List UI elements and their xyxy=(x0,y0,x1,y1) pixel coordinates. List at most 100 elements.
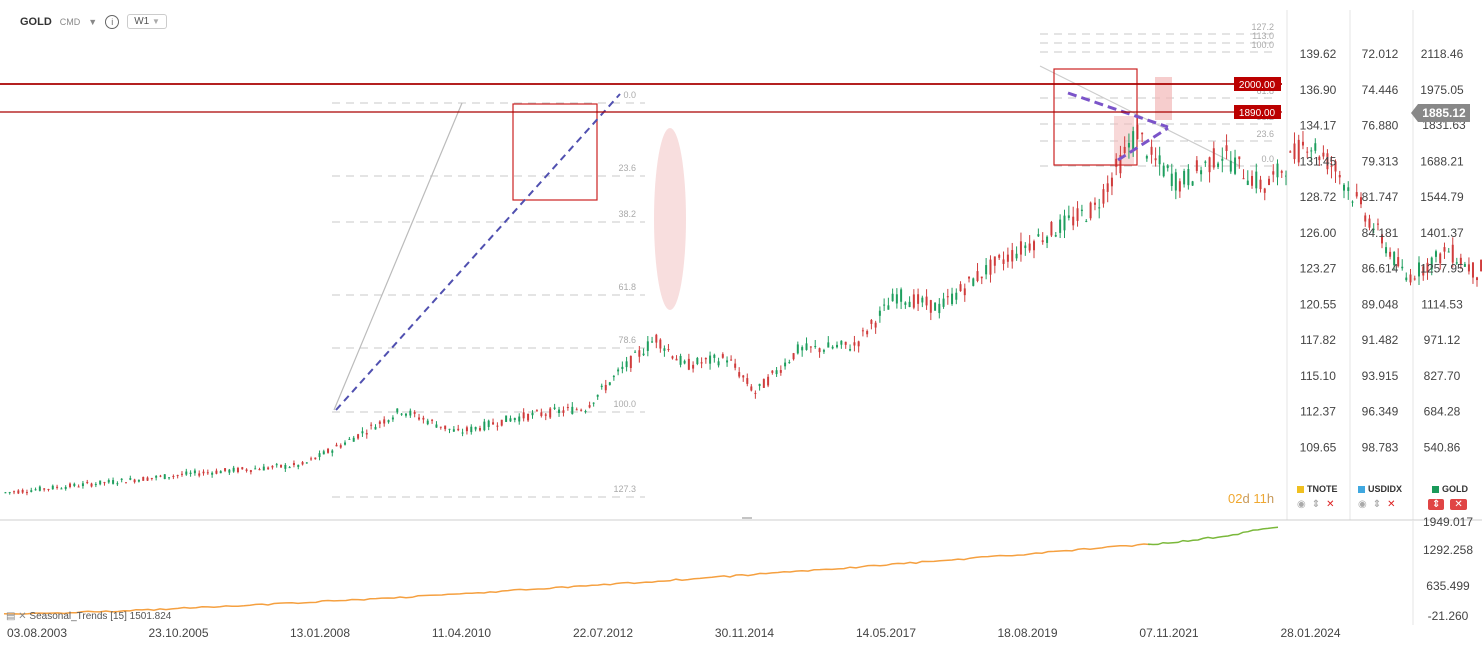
axis-tick-label: 1401.37 xyxy=(1420,226,1464,240)
candle-body xyxy=(505,415,508,422)
candle-body xyxy=(861,330,864,332)
candle-body xyxy=(527,413,530,421)
candle-body xyxy=(596,394,599,397)
candle-body xyxy=(249,470,252,473)
candle-body xyxy=(835,344,838,348)
fib-level-label: 23.6 xyxy=(618,163,636,173)
legend-usdidx[interactable]: USDIDX ◉ ⇕ ✕ xyxy=(1358,484,1402,510)
horizontal-levels[interactable]: 2000.00 1890.00 xyxy=(0,77,1282,119)
candle-body xyxy=(1480,259,1482,272)
axis-tick-label: 76.880 xyxy=(1362,119,1399,133)
candle-body xyxy=(73,483,76,486)
timeframe-select[interactable]: W1 ▼ xyxy=(127,14,167,29)
candle-body xyxy=(629,355,632,368)
candle-body xyxy=(540,412,543,416)
candle-body xyxy=(1426,262,1429,273)
candle-body xyxy=(1409,274,1412,283)
candle-body xyxy=(1127,142,1130,148)
candle-body xyxy=(549,408,552,418)
candle-body xyxy=(1246,180,1249,186)
candle-body xyxy=(671,356,674,359)
highlight-ellipse[interactable] xyxy=(654,128,686,310)
candle-body xyxy=(908,301,911,308)
candle-body xyxy=(929,300,932,313)
eye-icon[interactable]: ◉ xyxy=(1358,499,1367,510)
candle-body xyxy=(1251,175,1254,186)
candle-body xyxy=(946,296,949,298)
candle-body xyxy=(339,445,342,448)
candle-body xyxy=(288,467,291,469)
fib-anchor-line[interactable] xyxy=(333,102,463,411)
triangle-upper[interactable] xyxy=(1067,91,1169,129)
candle-body xyxy=(478,428,481,431)
fib-retracement-left[interactable]: 0.0 23.6 38.2 61.8 78.6 100.0 127.3 xyxy=(332,90,645,498)
candle-body xyxy=(1054,235,1057,237)
candle-body xyxy=(413,411,416,414)
candle-body xyxy=(245,469,248,471)
candle-body xyxy=(849,349,852,351)
candle-body xyxy=(444,425,447,430)
candle-body xyxy=(21,489,24,493)
trendline-support[interactable] xyxy=(335,93,621,411)
legend-gold[interactable]: GOLD ⇕ ✕ xyxy=(1428,484,1468,510)
candle-body xyxy=(439,426,442,428)
candle-body xyxy=(1183,170,1186,185)
candle-body xyxy=(844,341,847,345)
sort-icon[interactable]: ⇕ xyxy=(1372,499,1382,510)
candle-body xyxy=(642,353,645,356)
highlight-target-box[interactable] xyxy=(1155,77,1172,120)
symbol-label[interactable]: GOLD xyxy=(20,15,52,28)
info-icon[interactable]: i xyxy=(105,14,120,29)
candle-body xyxy=(998,255,1001,258)
chevron-down-icon[interactable]: ▼ xyxy=(88,16,98,27)
candle-body xyxy=(1471,262,1474,278)
candle-body xyxy=(496,425,499,427)
candle-body xyxy=(1089,202,1092,219)
candle-body xyxy=(870,319,873,324)
candle-body xyxy=(878,310,881,316)
axis-tick-label: 115.10 xyxy=(1300,369,1336,383)
candle-body xyxy=(513,417,516,421)
candle-body xyxy=(792,353,795,360)
axis-tick-label: 131.45 xyxy=(1300,154,1337,168)
candle-body xyxy=(327,448,330,453)
close-icon[interactable]: ✕ xyxy=(1450,499,1467,510)
candle-body xyxy=(99,480,102,485)
candle-body xyxy=(1187,169,1190,186)
candle-body xyxy=(1268,178,1271,185)
candle-body xyxy=(1443,247,1446,252)
candle-body xyxy=(827,342,830,348)
candle-body xyxy=(1430,257,1433,270)
sort-icon[interactable]: ⇕ xyxy=(1311,499,1321,510)
candle-body xyxy=(224,468,227,471)
axis-tick-label: 96.349 xyxy=(1362,405,1399,419)
seasonal-indicator-label[interactable]: ▤ ✕ Seasonal_Trends [15] 1501.824 xyxy=(6,611,171,622)
triangle-lower[interactable] xyxy=(1117,126,1169,162)
legend-tnote[interactable]: TNOTE ◉ ⇕ ✕ xyxy=(1297,484,1338,510)
candle-body xyxy=(198,473,201,476)
close-icon[interactable]: ✕ xyxy=(1326,499,1335,510)
axis-tick-label: 128.72 xyxy=(1300,190,1337,204)
candle-body xyxy=(522,412,525,419)
close-icon[interactable]: ✕ xyxy=(18,611,27,622)
chart-header: GOLD CMD ▼ i W1 ▼ xyxy=(20,14,167,29)
price-level-tag xyxy=(1234,105,1281,119)
candle-body xyxy=(137,479,140,482)
range-box-2011[interactable] xyxy=(512,103,598,201)
svg-text:1885.12: 1885.12 xyxy=(1422,106,1466,120)
candle-body xyxy=(258,468,261,471)
fib-level-label: 100.0 xyxy=(1251,40,1274,50)
candle-body xyxy=(64,486,67,489)
x-axis: 03.08.2003 23.10.2005 13.01.2008 11.04.2010… xyxy=(7,626,1341,640)
candle-body xyxy=(133,479,136,483)
fib-level-label: 100.0 xyxy=(613,399,636,409)
candle-body xyxy=(818,348,821,353)
close-icon[interactable]: ✕ xyxy=(1387,499,1396,510)
sort-icon[interactable]: ⇕ xyxy=(1428,499,1445,510)
seasonal-text: Seasonal_Trends [15] 1501.824 xyxy=(29,611,172,622)
candle-body xyxy=(1006,254,1009,262)
candle-body xyxy=(840,340,843,345)
eye-icon[interactable]: ◉ xyxy=(1297,499,1306,510)
fib-level-label: 23.6 xyxy=(1256,129,1274,139)
